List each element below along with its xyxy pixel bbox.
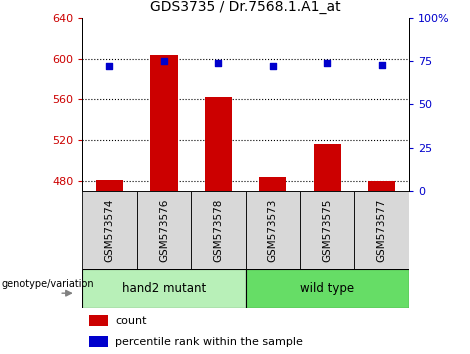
- Point: [269, 63, 276, 69]
- Text: percentile rank within the sample: percentile rank within the sample: [115, 337, 303, 347]
- Text: count: count: [115, 316, 147, 326]
- Point: [106, 63, 113, 69]
- Bar: [89, 336, 109, 347]
- Bar: [82, 191, 137, 269]
- Bar: [246, 191, 300, 269]
- Text: GSM573578: GSM573578: [213, 198, 223, 262]
- Bar: [191, 191, 245, 269]
- Point: [160, 58, 168, 64]
- Text: hand2 mutant: hand2 mutant: [122, 282, 206, 295]
- Text: GSM573574: GSM573574: [104, 198, 115, 262]
- Text: GSM573576: GSM573576: [159, 198, 169, 262]
- Bar: [354, 191, 409, 269]
- Text: genotype/variation: genotype/variation: [2, 279, 94, 289]
- Bar: [259, 177, 286, 191]
- Text: GSM573577: GSM573577: [376, 198, 387, 262]
- Text: wild type: wild type: [300, 282, 354, 295]
- Bar: [137, 191, 191, 269]
- Text: GSM573575: GSM573575: [322, 198, 332, 262]
- Text: GSM573573: GSM573573: [268, 198, 278, 262]
- Bar: [96, 180, 123, 191]
- Title: GDS3735 / Dr.7568.1.A1_at: GDS3735 / Dr.7568.1.A1_at: [150, 0, 341, 14]
- Point: [215, 60, 222, 65]
- Bar: [368, 181, 395, 191]
- Bar: [89, 315, 109, 326]
- Bar: [82, 269, 246, 308]
- Bar: [300, 191, 354, 269]
- Point: [378, 62, 385, 67]
- Bar: [246, 269, 409, 308]
- Bar: [150, 56, 178, 191]
- Bar: [205, 97, 232, 191]
- Bar: [313, 144, 341, 191]
- Point: [323, 60, 331, 65]
